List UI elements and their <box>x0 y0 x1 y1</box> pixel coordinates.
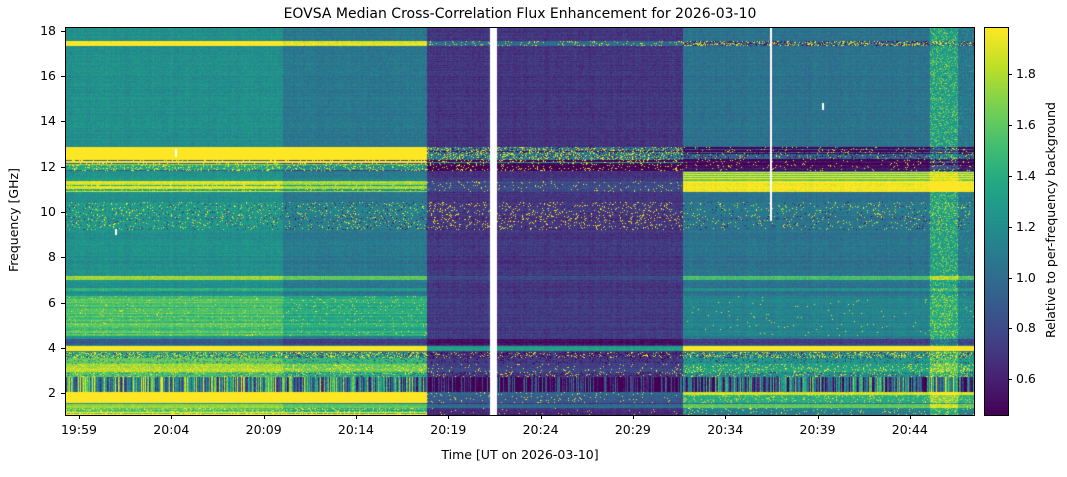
colorbar-tick-label: 1.0 <box>1016 269 1036 285</box>
spectrogram-canvas <box>66 28 974 415</box>
y-tick-mark <box>61 393 65 395</box>
x-tick-label: 20:39 <box>799 422 836 437</box>
colorbar-label: Relative to per-frequency background <box>1043 102 1058 339</box>
y-tick-label: 14 <box>40 113 56 129</box>
y-tick-mark <box>61 76 65 78</box>
x-tick-mark <box>78 415 80 419</box>
y-tick-mark <box>61 211 65 213</box>
y-tick-label: 6 <box>48 294 56 310</box>
colorbar-tick-mark <box>1008 226 1012 228</box>
x-tick-label: 20:29 <box>614 422 651 437</box>
x-tick-mark <box>817 415 819 419</box>
x-tick-label: 19:59 <box>60 422 97 437</box>
colorbar-tick-mark <box>1008 73 1012 75</box>
colorbar-tick-label: 0.8 <box>1016 320 1036 336</box>
x-tick-mark <box>632 415 634 419</box>
y-tick-mark <box>61 121 65 123</box>
y-tick-mark <box>61 257 65 259</box>
x-tick-label: 20:44 <box>891 422 928 437</box>
x-tick-label: 20:19 <box>430 422 467 437</box>
x-tick-mark <box>909 415 911 419</box>
x-tick-mark <box>540 415 542 419</box>
x-tick-mark <box>171 415 173 419</box>
x-tick-mark <box>448 415 450 419</box>
colorbar-canvas <box>985 28 1008 415</box>
y-tick-mark <box>61 30 65 32</box>
x-tick-label: 20:14 <box>337 422 374 437</box>
colorbar <box>984 27 1009 416</box>
colorbar-tick-label: 0.6 <box>1016 371 1036 387</box>
y-axis-label: Frequency [GHz] <box>6 168 21 273</box>
x-tick-mark <box>725 415 727 419</box>
y-tick-mark <box>61 347 65 349</box>
x-tick-label: 20:09 <box>245 422 282 437</box>
y-tick-label: 12 <box>40 158 56 174</box>
chart-title: EOVSA Median Cross-Correlation Flux Enha… <box>283 6 757 22</box>
x-tick-mark <box>355 415 357 419</box>
colorbar-tick-mark <box>1008 175 1012 177</box>
colorbar-tick-mark <box>1008 124 1012 126</box>
x-tick-label: 20:04 <box>153 422 190 437</box>
y-tick-label: 8 <box>48 249 56 265</box>
y-tick-mark <box>61 166 65 168</box>
colorbar-tick-mark <box>1008 277 1012 279</box>
colorbar-tick-mark <box>1008 379 1012 381</box>
x-tick-label: 20:34 <box>707 422 744 437</box>
x-tick-mark <box>263 415 265 419</box>
colorbar-tick-label: 1.8 <box>1016 65 1036 81</box>
colorbar-tick-label: 1.6 <box>1016 116 1036 132</box>
y-tick-label: 16 <box>40 68 56 84</box>
colorbar-tick-label: 1.2 <box>1016 218 1036 234</box>
spectrogram-plot-area <box>65 27 975 416</box>
y-tick-label: 10 <box>40 203 56 219</box>
y-tick-label: 2 <box>48 385 56 401</box>
colorbar-tick-label: 1.4 <box>1016 167 1036 183</box>
y-tick-label: 18 <box>40 22 56 38</box>
x-axis-label: Time [UT on 2026-03-10] <box>441 447 599 462</box>
x-tick-label: 20:24 <box>522 422 559 437</box>
y-tick-mark <box>61 302 65 304</box>
colorbar-tick-mark <box>1008 328 1012 330</box>
y-tick-label: 4 <box>48 339 56 355</box>
